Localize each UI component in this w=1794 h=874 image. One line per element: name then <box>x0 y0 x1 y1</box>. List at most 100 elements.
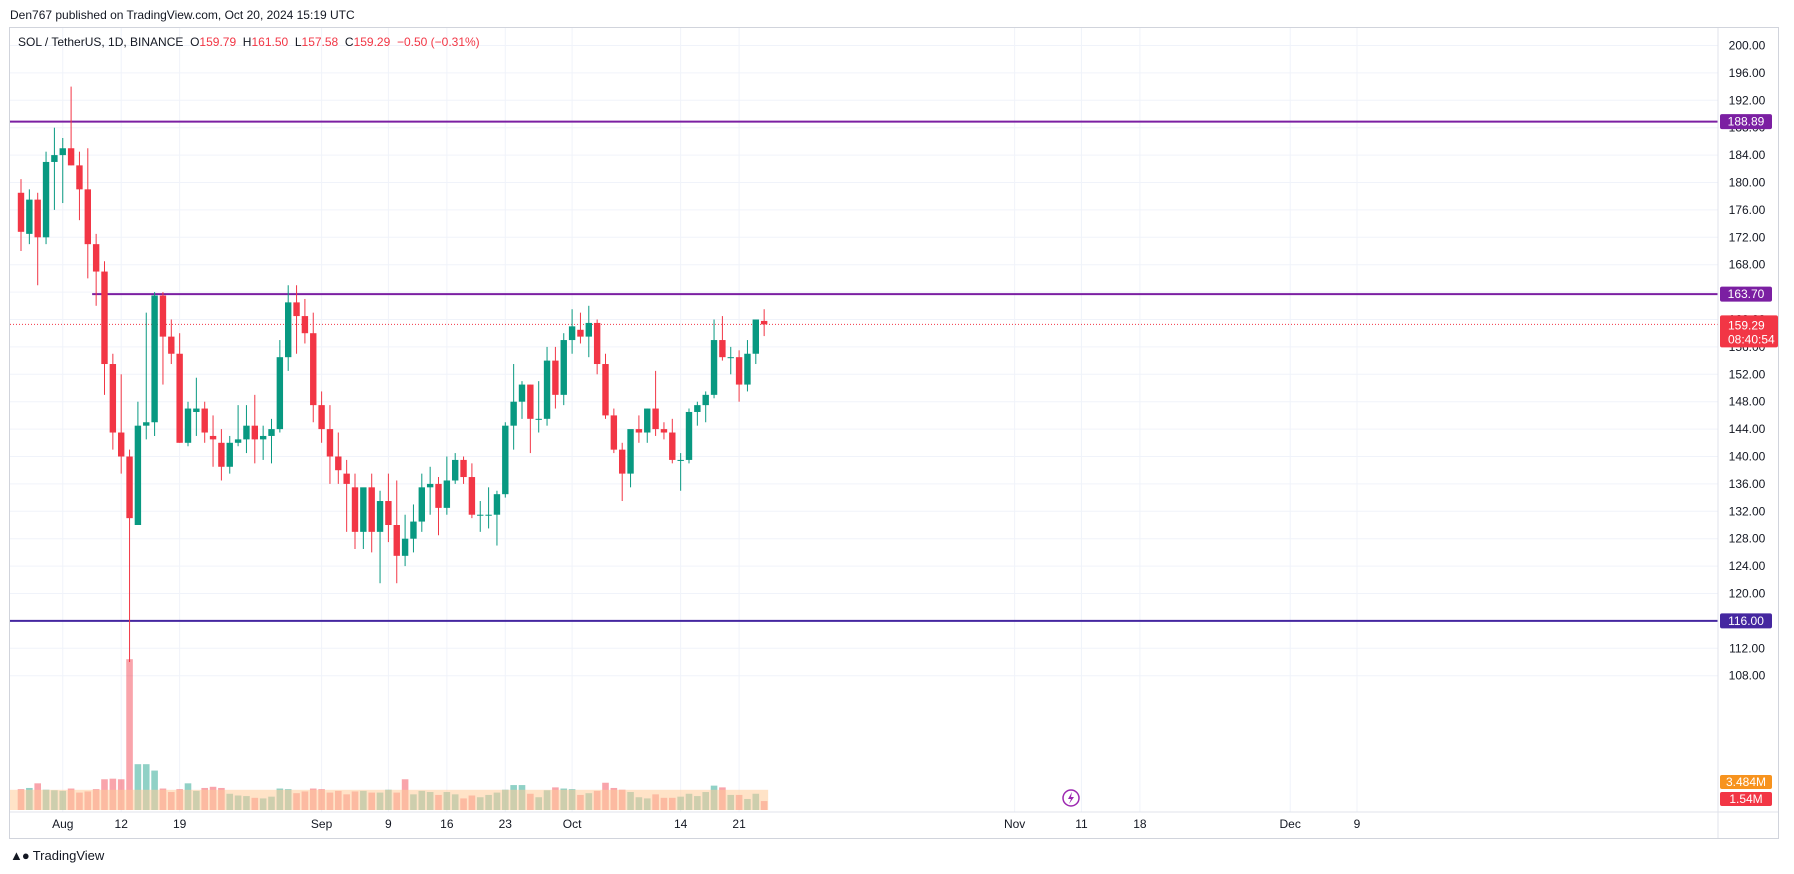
y-tick-label: 200.00 <box>1729 39 1766 53</box>
candle-body <box>527 384 534 419</box>
candle-body <box>143 422 150 426</box>
x-tick-label: Dec <box>1280 817 1301 831</box>
y-tick-label: 148.00 <box>1729 395 1766 409</box>
publisher-caption: Den767 published on TradingView.com, Oct… <box>10 8 355 22</box>
candle-body <box>101 271 108 365</box>
horizontal-levels <box>10 120 1718 622</box>
candle-body <box>435 483 442 508</box>
volume-last-text: 1.54M <box>1729 792 1762 806</box>
candle-body <box>619 449 626 474</box>
x-tick-label: Oct <box>563 817 582 831</box>
candle-body <box>669 432 676 460</box>
time-axis: Aug 12 19 Sep 9 16 23 Oct 14 21 Nov 11 18 Dec 9 <box>10 811 1778 831</box>
y-tick-label: 124.00 <box>1729 559 1766 573</box>
candle-body <box>752 319 759 354</box>
volume-bar <box>126 659 133 810</box>
y-tick-label: 144.00 <box>1729 422 1766 436</box>
candle-body <box>184 408 192 443</box>
y-tick-label: 112.00 <box>1729 641 1765 655</box>
volume-bar <box>134 764 142 810</box>
candle-body <box>259 435 267 440</box>
candle-body <box>685 411 693 460</box>
candle-body <box>368 487 375 532</box>
level-badge-text: 188.89 <box>1728 115 1765 129</box>
candle-body <box>376 501 384 532</box>
last-price-text: 159.29 <box>1728 318 1765 332</box>
candle-body <box>694 405 701 412</box>
candle-body <box>193 408 200 412</box>
candle-body <box>418 487 425 522</box>
candle-body <box>67 148 75 166</box>
candle-body <box>627 429 634 474</box>
open-value: 159.79 <box>199 35 237 49</box>
candle-body <box>401 538 409 556</box>
candle-body <box>452 459 459 481</box>
brand-logo[interactable]: ▲● TradingView <box>10 848 104 863</box>
candle-body <box>577 329 584 337</box>
candle-body <box>42 161 50 238</box>
candle-body <box>602 364 609 416</box>
x-tick-label: Nov <box>1004 817 1025 831</box>
candle-body <box>543 360 551 419</box>
volume-ma-text: 3.484M <box>1726 775 1766 789</box>
candle-body <box>468 477 476 515</box>
candle-body <box>51 155 58 162</box>
candle-body <box>702 394 709 406</box>
candle-body <box>610 415 618 450</box>
y-tick-label: 120.00 <box>1729 587 1766 601</box>
candle-body <box>201 408 208 433</box>
candle-body <box>17 192 25 232</box>
candle-body <box>218 442 225 467</box>
x-tick-label: 16 <box>440 817 454 831</box>
candle-body <box>209 435 217 440</box>
candle-body <box>351 487 359 532</box>
y-tick-label: 176.00 <box>1729 203 1766 217</box>
low-label: L <box>294 35 302 49</box>
candle-body <box>34 199 41 238</box>
candle-body <box>26 199 33 234</box>
candle-body <box>552 360 559 395</box>
candle-body <box>343 473 350 484</box>
candle-body <box>460 459 467 478</box>
countdown-text: 08:40:54 <box>1728 332 1775 346</box>
candle-body <box>660 429 668 433</box>
candle-body <box>535 418 542 420</box>
x-tick-label: 12 <box>115 817 129 831</box>
candle-body <box>652 408 659 430</box>
tradingview-logo-icon: ▲● <box>10 848 30 863</box>
y-tick-label: 196.00 <box>1729 66 1766 80</box>
candle-body <box>159 295 167 337</box>
grid-lines <box>10 28 1718 812</box>
y-tick-label: 128.00 <box>1729 532 1766 546</box>
candle-body <box>109 364 117 433</box>
volume-bar <box>142 764 150 810</box>
candle-body <box>301 316 309 334</box>
symbol-info: SOL / TetherUS, 1D, BINANCE <box>18 35 184 49</box>
candle-body <box>485 514 492 516</box>
candle-body <box>76 165 83 190</box>
candle-body <box>644 408 651 433</box>
candle-body <box>243 425 250 440</box>
candle-body <box>744 353 751 385</box>
close-value: 159.29 <box>353 35 391 49</box>
candle-body <box>477 514 484 516</box>
candle-body <box>560 340 567 395</box>
candle-body <box>234 439 242 443</box>
high-label: H <box>242 35 252 49</box>
volume-bars <box>10 659 769 810</box>
candle-body <box>335 456 342 471</box>
chart-frame <box>9 27 1779 839</box>
level-badge-text: 163.70 <box>1728 287 1765 301</box>
candle-body <box>493 494 501 515</box>
volume-last-badge <box>1720 792 1772 806</box>
candle-body <box>92 244 100 272</box>
candle-body <box>677 459 684 461</box>
candle-body <box>59 148 66 156</box>
candle-body <box>502 425 509 495</box>
candle-body <box>385 501 392 525</box>
candle-body <box>326 429 334 457</box>
y-tick-label: 180.00 <box>1729 176 1766 190</box>
x-tick-label: 19 <box>173 817 187 831</box>
